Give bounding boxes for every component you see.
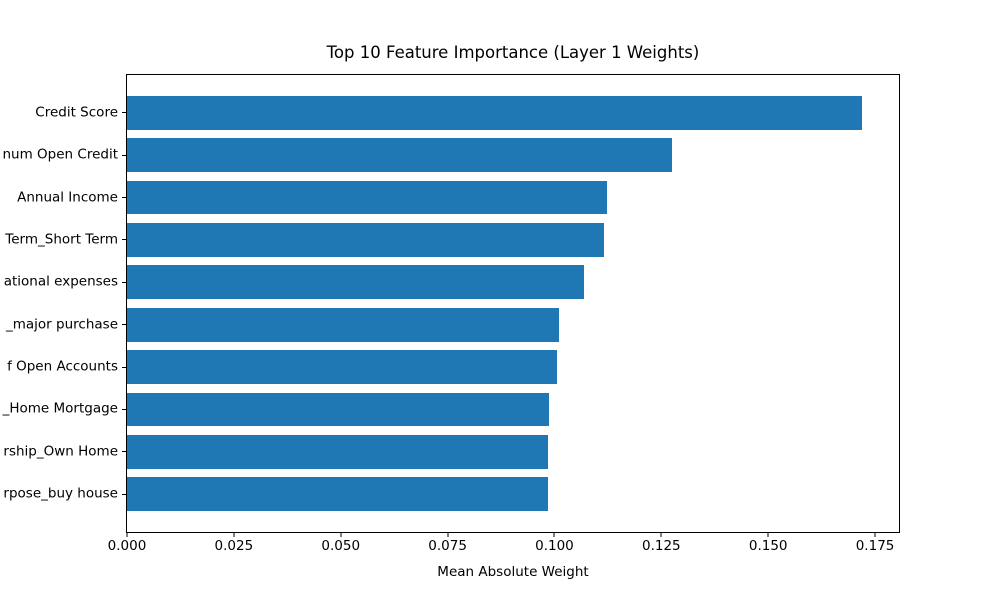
chart-title: Top 10 Feature Importance (Layer 1 Weigh… xyxy=(326,43,700,62)
bar xyxy=(127,350,558,385)
y-tick xyxy=(122,493,127,495)
bar xyxy=(127,307,560,342)
bar xyxy=(127,477,548,512)
y-tick-label: ational expenses xyxy=(3,273,118,290)
x-tick xyxy=(126,532,128,537)
x-tick-label: 0.050 xyxy=(321,538,361,554)
y-tick xyxy=(122,451,127,453)
y-tick-label: Credit Score xyxy=(35,103,118,120)
x-tick-label: 0.175 xyxy=(855,538,895,554)
x-tick xyxy=(553,532,555,537)
x-tick xyxy=(340,532,342,537)
x-tick-label: 0.075 xyxy=(428,538,467,554)
x-tick xyxy=(874,532,876,537)
y-tick xyxy=(122,197,127,199)
y-tick-label: f Open Accounts xyxy=(7,358,118,375)
x-tick xyxy=(767,532,769,537)
x-axis-label: Mean Absolute Weight xyxy=(437,564,589,580)
bar xyxy=(127,180,607,215)
bar xyxy=(127,95,863,130)
bar xyxy=(127,222,604,257)
x-tick-label: 0.150 xyxy=(748,538,788,554)
y-tick-label: rship_Own Home xyxy=(3,443,118,460)
bar xyxy=(127,265,584,300)
bar xyxy=(127,392,549,427)
x-tick-label: 0.100 xyxy=(535,538,574,554)
y-tick-label: _major purchase xyxy=(6,315,118,332)
y-tick xyxy=(122,366,127,368)
y-tick xyxy=(122,154,127,156)
plot-area: Credit Score num Open Credit Annual Income… xyxy=(2,74,900,553)
y-tick xyxy=(122,281,127,283)
y-tick-label: Annual Income xyxy=(17,188,118,205)
x-tick xyxy=(660,532,662,537)
x-tick xyxy=(233,532,235,537)
y-tick xyxy=(122,324,127,326)
y-tick xyxy=(122,408,127,410)
y-tick-label: num Open Credit xyxy=(2,146,118,163)
y-tick xyxy=(122,239,127,241)
bar xyxy=(127,138,672,173)
y-tick-label: _Home Mortgage xyxy=(2,400,118,417)
x-tick-label: 0.125 xyxy=(642,538,681,554)
x-tick xyxy=(447,532,449,537)
bar xyxy=(127,434,549,469)
y-tick-label: rpose_buy house xyxy=(3,485,118,502)
x-tick-label: 0.000 xyxy=(107,538,147,554)
x-tick-label: 0.025 xyxy=(214,538,254,554)
y-tick xyxy=(122,112,127,114)
y-tick-label: Term_Short Term xyxy=(5,231,118,248)
